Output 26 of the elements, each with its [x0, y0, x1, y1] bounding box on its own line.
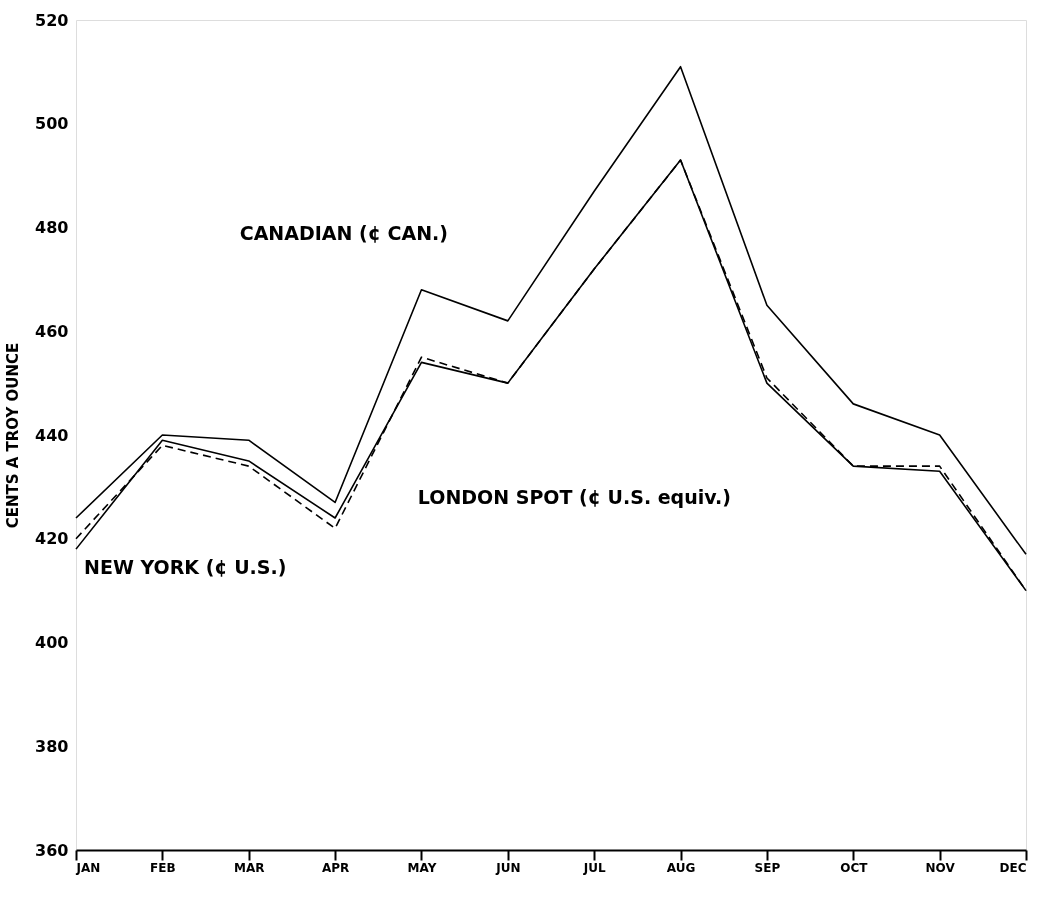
x-tick-label: SEP — [754, 860, 781, 875]
y-tick-label: 420 — [35, 529, 69, 549]
x-tick-label: JAN — [75, 860, 101, 875]
y-tick-label: 360 — [35, 840, 69, 860]
x-tick-label: NOV — [925, 860, 956, 875]
y-tick-label: 500 — [35, 114, 69, 134]
x-tick-label: MAR — [233, 860, 265, 875]
x-tick-label: APR — [321, 860, 350, 875]
text: LONDON SPOT (¢ U.S. equiv.) — [417, 486, 731, 508]
text: CANADIAN (¢ CAN.) — [239, 222, 448, 244]
y-tick-label: 520 — [35, 10, 69, 30]
y-tick-label: 440 — [35, 425, 69, 445]
y-tick-label: 480 — [35, 218, 69, 237]
x-tick-label: FEB — [150, 860, 176, 875]
y-tick-label: 380 — [35, 736, 69, 756]
series-label: NEW YORK (¢ U.S.) — [84, 556, 287, 578]
y-tick-label: 460 — [35, 321, 69, 341]
y-axis-title: CENTS A TROY OUNCE — [4, 342, 23, 529]
x-tick-label: OCT — [840, 860, 869, 875]
y-tick-label: 400 — [35, 633, 69, 652]
x-tick-label: MAY — [407, 860, 437, 875]
line-series — [75, 65, 1027, 556]
x-tick-label: JUN — [495, 860, 521, 875]
x-tick-label: AUG — [666, 860, 696, 875]
x-tick-label: DEC — [999, 860, 1027, 875]
x-tick-label: JUL — [582, 860, 606, 875]
